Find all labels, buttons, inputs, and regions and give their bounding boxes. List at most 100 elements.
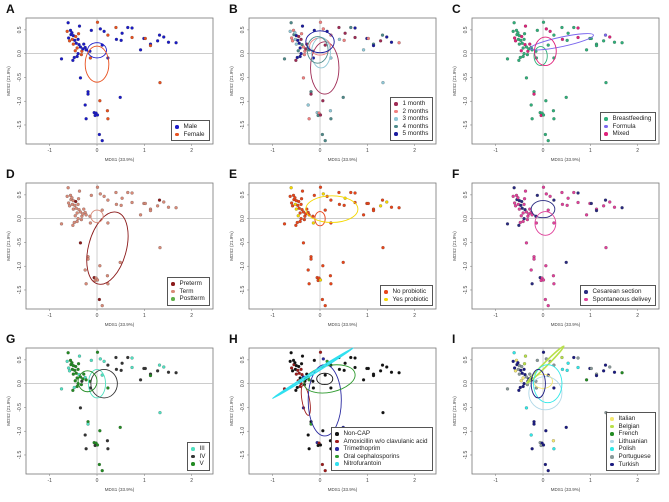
confidence-ellipse: [526, 345, 565, 384]
data-point: [552, 447, 556, 451]
legend-item: No probiotic: [384, 288, 428, 296]
data-point: [311, 221, 315, 225]
y-axis-label: MDS2 (21.9%): [229, 66, 234, 96]
data-point: [543, 132, 547, 137]
data-point: [290, 204, 295, 208]
data-point: [522, 362, 527, 366]
legend: 1 month 2 months 3 months 4 months 5 months: [390, 97, 434, 141]
data-point: [290, 366, 294, 370]
data-point: [299, 362, 304, 366]
scatter-plot: -1 0 1 2 0.5 0.0 -0.5 -1.0 -1.5 MDS1 (33.9%) MDS2 …: [229, 347, 437, 492]
data-point: [546, 139, 550, 143]
data-point: [67, 369, 72, 373]
data-point: [79, 53, 83, 57]
y-tick-label: -1.0: [17, 427, 23, 436]
y-tick-label: 0.0: [240, 380, 246, 387]
data-point: [295, 385, 299, 390]
y-tick-label: 0.5: [463, 26, 469, 33]
data-point: [294, 42, 298, 46]
legend-item: Amoxicillin w/o clavulanic acid: [335, 438, 428, 446]
legend-label: V: [199, 460, 204, 468]
legend-label: Cesarean section: [592, 288, 642, 295]
y-tick-label: -1.5: [240, 285, 246, 294]
legend: Male Female: [171, 120, 210, 142]
data-point: [572, 190, 576, 195]
data-point: [130, 200, 134, 205]
data-point: [521, 376, 525, 380]
legend-item: Yes probiotic: [384, 296, 428, 304]
data-point: [82, 42, 86, 46]
x-tick-label: 1: [143, 313, 146, 319]
x-tick-label: 1: [143, 478, 146, 484]
x-tick-label: 2: [636, 313, 639, 319]
data-point: [291, 193, 296, 197]
data-point: [620, 206, 624, 210]
scatter-plot: -1 0 1 2 0.5 0.0 -0.5 -1.0 -1.5 MDS1 (33.9%) MDS2 …: [452, 182, 660, 327]
data-point: [385, 35, 389, 39]
data-point: [114, 25, 118, 30]
y-tick-label: 0.0: [240, 50, 246, 57]
data-point: [162, 200, 166, 204]
data-point: [517, 223, 521, 227]
legend-item: III: [191, 445, 205, 453]
x-tick-label: 2: [190, 478, 193, 484]
data-point: [307, 378, 311, 382]
data-point: [97, 297, 101, 302]
data-point: [535, 193, 539, 197]
panel-a: A -1 0 1 2 0.5 0.0 -0.5 -1.0 -1.5 MDS1 (33.9%) MDS2…: [0, 0, 223, 167]
data-point: [524, 45, 529, 49]
data-point: [288, 359, 292, 363]
x-tick-label: 1: [366, 148, 369, 154]
data-point: [84, 447, 88, 451]
y-tick-label: -1.0: [240, 97, 246, 106]
data-point: [397, 206, 401, 210]
data-point: [544, 99, 548, 103]
data-point: [174, 41, 178, 45]
data-point: [612, 40, 617, 44]
legend-marker-icon: [335, 447, 339, 451]
x-tick-label: -1: [47, 148, 52, 154]
data-point: [75, 46, 79, 50]
data-point: [320, 462, 324, 467]
data-point: [83, 268, 87, 272]
data-point: [535, 28, 539, 32]
panel-label: C: [452, 2, 461, 16]
x-tick-label: -1: [47, 313, 52, 319]
confidence-ellipse: [314, 211, 326, 227]
panel-h: H -1 0 1 2 0.5 0.0 -0.5 -1.0 -1.5 MDS1 (33.9%) MDS2…: [223, 330, 446, 497]
data-point: [120, 196, 124, 200]
data-point: [114, 355, 118, 360]
y-tick-label: -1.0: [240, 262, 246, 271]
x-tick-label: 0: [542, 148, 545, 154]
data-point: [296, 38, 300, 42]
data-point: [381, 81, 385, 85]
data-point: [512, 186, 516, 190]
data-point: [89, 28, 93, 32]
data-point: [522, 32, 527, 36]
data-point: [67, 366, 71, 370]
data-point: [106, 447, 110, 451]
data-point: [288, 194, 292, 198]
data-point: [520, 34, 524, 39]
data-point: [298, 46, 302, 50]
x-tick-label: -1: [270, 148, 275, 154]
data-point: [295, 220, 299, 225]
legend-marker-icon: [394, 102, 398, 106]
data-point: [544, 264, 548, 268]
data-point: [337, 190, 341, 195]
data-point: [296, 214, 300, 218]
data-point: [309, 92, 313, 96]
data-point: [513, 201, 517, 205]
data-point: [114, 37, 119, 41]
confidence-ellipse: [528, 376, 563, 411]
data-point: [299, 197, 304, 201]
data-point: [114, 190, 118, 195]
data-point: [162, 365, 166, 369]
data-point: [297, 41, 301, 45]
data-point: [148, 373, 153, 378]
data-point: [65, 29, 69, 33]
y-tick-label: 0.0: [463, 50, 469, 57]
data-point: [528, 372, 532, 376]
data-point: [294, 223, 298, 227]
